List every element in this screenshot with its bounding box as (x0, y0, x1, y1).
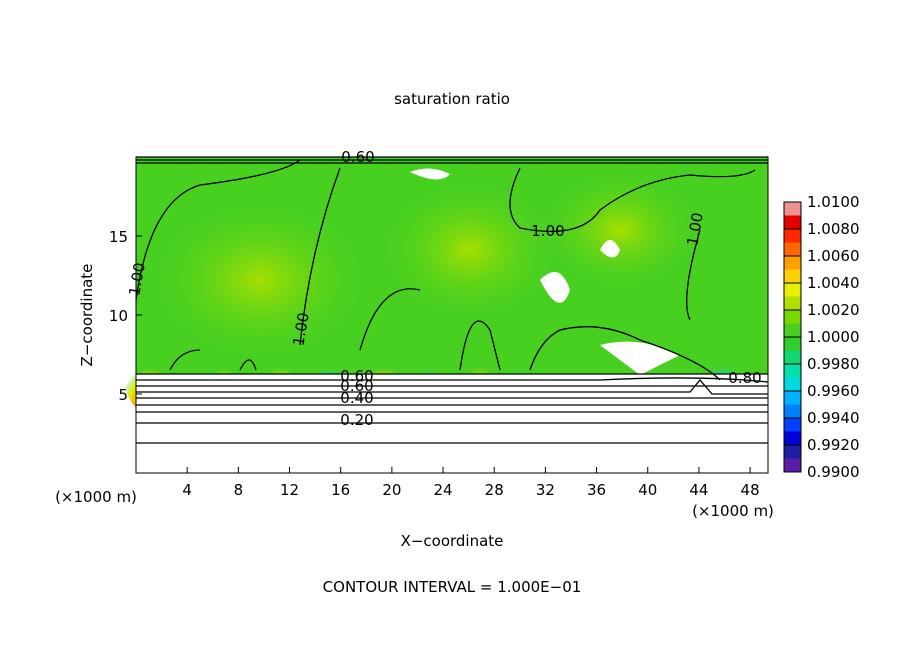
x-tick-label: 44 (689, 481, 708, 499)
colorbar-cell (784, 296, 801, 310)
colorbar-cell (784, 256, 801, 270)
x-tick-label: 48 (741, 481, 760, 499)
colorbar-cell (784, 404, 801, 418)
x-tick-label: 24 (433, 481, 452, 499)
x-tick-label: 12 (280, 481, 299, 499)
colorbar-cell (784, 229, 801, 243)
chart-title: saturation ratio (394, 90, 510, 108)
contour-label: 1.00 (125, 261, 149, 297)
colorbar-cell (784, 364, 801, 378)
colorbar-cell (784, 323, 801, 337)
x-unit: (×1000 m) (692, 502, 774, 520)
y-tick-label: 5 (118, 386, 128, 404)
colorbar-tick-label: 1.0060 (807, 247, 860, 265)
colorbar-tick-label: 1.0020 (807, 301, 860, 319)
contour-label: 0.60 (341, 148, 374, 166)
colorbar-tick-label: 1.0080 (807, 220, 860, 238)
colorbar-cell (784, 215, 801, 229)
contour-label: 0.60 (340, 377, 373, 395)
colorbar-tick-label: 1.0000 (807, 328, 860, 346)
colorbar-tick-label: 1.0100 (807, 193, 860, 211)
contour-label: 1.00 (289, 311, 313, 347)
x-tick-label: 16 (331, 481, 350, 499)
colorbar-cell (784, 377, 801, 391)
colorbar-tick-label: 0.9920 (807, 436, 860, 454)
colorbar-cell (784, 391, 801, 405)
colorbar-tick-label: 1.0040 (807, 274, 860, 292)
contour-label: 1.00 (683, 211, 707, 247)
contour-label: 0.20 (340, 411, 373, 429)
x-tick-label: 36 (587, 481, 606, 499)
contour-label: 0.40 (340, 389, 373, 407)
contour-label: 0.80 (728, 369, 761, 387)
x-tick-label: 32 (536, 481, 555, 499)
y-axis-label: Z−coordinate (78, 264, 96, 367)
colorbar-cell (784, 202, 801, 216)
x-tick-label: 4 (182, 481, 192, 499)
contour-label: 0.60 (340, 367, 373, 385)
colorbar-cell (784, 337, 801, 351)
colorbar-cell (784, 431, 801, 445)
colorbar-tick-label: 0.9960 (807, 382, 860, 400)
colorbar-cell (784, 458, 801, 472)
x-tick-label: 40 (638, 481, 657, 499)
y-tick-label: 15 (109, 228, 128, 246)
x-axis-label: X−coordinate (401, 532, 504, 550)
contour-label: 1.00 (531, 222, 564, 240)
colorbar-cell (784, 242, 801, 256)
colorbar-cell (784, 310, 801, 324)
colorbar-cell (784, 283, 801, 297)
x-tick-label: 8 (234, 481, 244, 499)
colorbar-cell (784, 445, 801, 459)
y-tick-label: 10 (109, 307, 128, 325)
field (124, 157, 768, 473)
colorbar-cell (784, 418, 801, 432)
colorbar-tick-label: 0.9980 (807, 355, 860, 373)
x-unit: (×1000 m) (55, 488, 137, 506)
x-tick-label: 28 (485, 481, 504, 499)
colorbar-cell (784, 350, 801, 364)
colorbar-cell (784, 269, 801, 283)
colorbar-tick-label: 0.9900 (807, 463, 860, 481)
footer: CONTOUR INTERVAL = 1.000E−01 (323, 578, 582, 596)
x-tick-label: 20 (382, 481, 401, 499)
colorbar-tick-label: 0.9940 (807, 409, 860, 427)
